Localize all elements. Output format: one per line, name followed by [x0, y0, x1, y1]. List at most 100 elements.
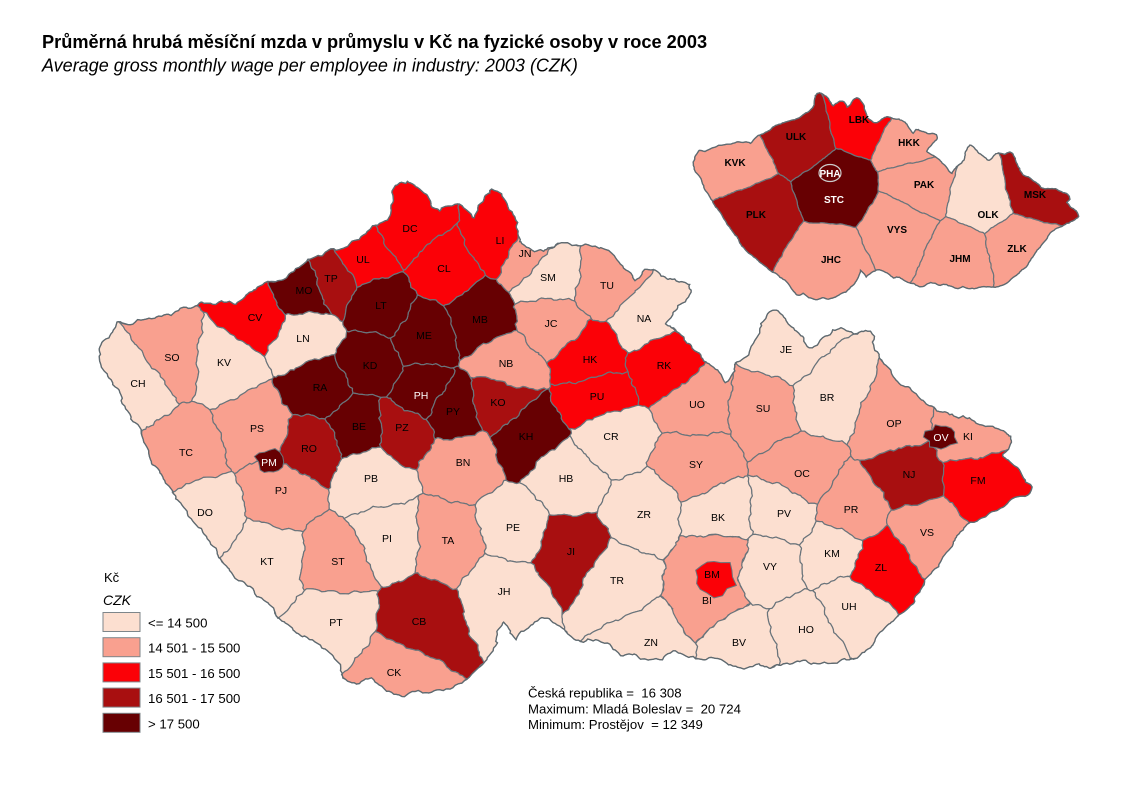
- svg-text:DO: DO: [197, 507, 213, 519]
- svg-text:FM: FM: [970, 475, 985, 487]
- svg-text:PS: PS: [250, 423, 264, 435]
- svg-text:ZN: ZN: [644, 637, 658, 649]
- svg-text:RA: RA: [313, 382, 328, 394]
- svg-text:JHC: JHC: [821, 255, 841, 266]
- svg-text:OV: OV: [933, 432, 948, 444]
- svg-text:ME: ME: [416, 330, 432, 342]
- svg-text:BI: BI: [702, 595, 712, 607]
- svg-text:PM: PM: [261, 457, 277, 469]
- svg-text:PB: PB: [364, 473, 378, 485]
- svg-text:LT: LT: [375, 300, 387, 312]
- svg-text:14 501 - 15 500: 14 501 - 15 500: [148, 641, 240, 656]
- svg-text:SO: SO: [164, 352, 179, 364]
- svg-text:Minimum: Prostějov = 12 349: Minimum: Prostějov = 12 349: [528, 717, 703, 732]
- svg-text:BR: BR: [820, 392, 835, 404]
- svg-text:JE: JE: [780, 344, 792, 356]
- svg-text:DC: DC: [402, 223, 418, 235]
- svg-text:15 501 - 16 500: 15 501 - 16 500: [148, 666, 240, 681]
- svg-text:ZR: ZR: [637, 509, 651, 521]
- svg-text:LI: LI: [496, 235, 505, 247]
- svg-text:KH: KH: [519, 431, 534, 443]
- svg-text:RO: RO: [301, 443, 317, 455]
- svg-text:<= 14 500: <= 14 500: [148, 616, 207, 631]
- svg-text:OLK: OLK: [977, 210, 999, 221]
- svg-text:KT: KT: [260, 556, 274, 568]
- svg-text:LN: LN: [296, 333, 309, 345]
- svg-text:KO: KO: [490, 397, 505, 409]
- svg-text:Česká republika = 16 308: Česká republika = 16 308: [528, 686, 682, 701]
- svg-text:VY: VY: [763, 561, 777, 573]
- svg-text:16 501 - 17 500: 16 501 - 17 500: [148, 691, 240, 706]
- svg-text:CZK: CZK: [103, 592, 132, 608]
- svg-text:VS: VS: [920, 527, 934, 539]
- svg-text:ZLK: ZLK: [1007, 244, 1027, 255]
- svg-text:PV: PV: [777, 508, 791, 520]
- svg-text:BK: BK: [711, 512, 725, 524]
- svg-text:ZL: ZL: [875, 562, 887, 574]
- svg-text:HO: HO: [798, 624, 814, 636]
- svg-text:Maximum: Mladá Boleslav = 20: Maximum: Mladá Boleslav = 20 724: [528, 702, 741, 717]
- svg-text:CH: CH: [130, 378, 145, 390]
- svg-text:RK: RK: [657, 360, 672, 372]
- svg-text:HKK: HKK: [898, 138, 920, 149]
- svg-text:BE: BE: [352, 421, 366, 433]
- svg-text:VYS: VYS: [887, 225, 907, 236]
- svg-text:KV: KV: [217, 357, 231, 369]
- svg-text:NA: NA: [637, 313, 652, 325]
- svg-text:BM: BM: [704, 569, 720, 581]
- svg-text:UO: UO: [689, 399, 705, 411]
- svg-text:MB: MB: [472, 314, 488, 326]
- svg-text:PJ: PJ: [275, 485, 287, 497]
- svg-text:TA: TA: [442, 535, 455, 547]
- svg-text:NJ: NJ: [903, 469, 916, 481]
- svg-text:PZ: PZ: [395, 422, 409, 434]
- svg-text:JI: JI: [567, 546, 575, 558]
- svg-text:CB: CB: [412, 616, 427, 628]
- svg-text:BN: BN: [456, 457, 471, 469]
- svg-text:HB: HB: [559, 473, 574, 485]
- svg-text:TP: TP: [324, 273, 337, 285]
- svg-text:KVK: KVK: [724, 158, 746, 169]
- svg-text:TU: TU: [600, 280, 614, 292]
- svg-text:ST: ST: [331, 556, 345, 568]
- svg-text:TR: TR: [610, 575, 624, 587]
- svg-text:TC: TC: [179, 447, 193, 459]
- svg-text:OP: OP: [886, 418, 901, 430]
- svg-text:KI: KI: [963, 431, 973, 443]
- svg-text:MO: MO: [296, 285, 313, 297]
- svg-text:KM: KM: [824, 548, 840, 560]
- svg-text:CR: CR: [603, 431, 619, 443]
- svg-text:CV: CV: [248, 312, 263, 324]
- svg-text:SU: SU: [756, 403, 771, 415]
- svg-text:> 17 500: > 17 500: [148, 716, 200, 731]
- svg-text:SM: SM: [540, 272, 556, 284]
- svg-text:MSK: MSK: [1024, 190, 1047, 201]
- svg-text:PT: PT: [329, 617, 343, 629]
- svg-text:PU: PU: [590, 391, 605, 403]
- svg-text:PE: PE: [506, 522, 520, 534]
- svg-text:PR: PR: [844, 504, 859, 516]
- svg-text:PAK: PAK: [914, 180, 935, 191]
- svg-text:UL: UL: [356, 254, 370, 266]
- svg-text:JN: JN: [519, 248, 532, 260]
- svg-text:STC: STC: [824, 195, 844, 206]
- svg-text:JHM: JHM: [949, 254, 970, 265]
- svg-text:BV: BV: [732, 637, 746, 649]
- svg-text:Average gross monthly wage per: Average gross monthly wage per employee …: [41, 56, 578, 76]
- svg-text:NB: NB: [499, 358, 514, 370]
- svg-text:Průměrná hrubá měsíční mzda v: Průměrná hrubá měsíční mzda v průmyslu v…: [42, 32, 707, 52]
- svg-text:PLK: PLK: [746, 210, 767, 221]
- svg-text:PY: PY: [446, 406, 460, 418]
- svg-text:LBK: LBK: [849, 115, 870, 126]
- svg-text:JH: JH: [498, 586, 511, 598]
- svg-text:PH: PH: [414, 390, 429, 402]
- svg-text:ULK: ULK: [786, 132, 807, 143]
- svg-text:HK: HK: [583, 354, 598, 366]
- svg-text:CL: CL: [437, 263, 451, 275]
- svg-text:CK: CK: [387, 667, 402, 679]
- svg-text:Kč: Kč: [104, 570, 120, 585]
- svg-text:JC: JC: [545, 318, 558, 330]
- svg-text:OC: OC: [794, 468, 810, 480]
- svg-text:PHA: PHA: [819, 169, 840, 180]
- svg-text:UH: UH: [841, 601, 856, 613]
